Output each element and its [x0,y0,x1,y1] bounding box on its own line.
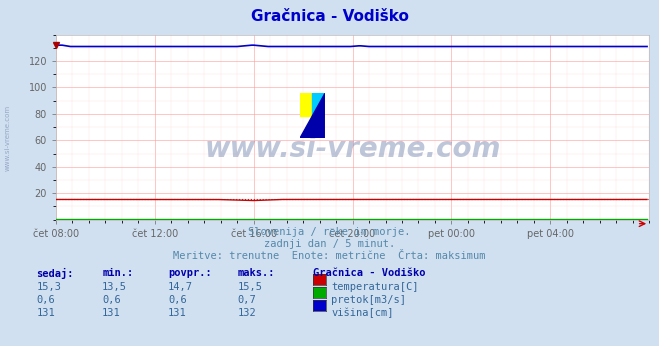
Text: temperatura[C]: temperatura[C] [331,282,419,292]
Text: Gračnica - Vodiško: Gračnica - Vodiško [250,9,409,24]
Text: zadnji dan / 5 minut.: zadnji dan / 5 minut. [264,239,395,249]
Text: višina[cm]: višina[cm] [331,308,394,318]
Text: Slovenija / reke in morje.: Slovenija / reke in morje. [248,227,411,237]
Text: www.si-vreme.com: www.si-vreme.com [204,135,501,163]
Text: min.:: min.: [102,268,133,278]
Text: pretok[m3/s]: pretok[m3/s] [331,295,407,305]
Polygon shape [300,93,325,138]
Text: 131: 131 [168,308,186,318]
Text: Meritve: trenutne  Enote: metrične  Črta: maksimum: Meritve: trenutne Enote: metrične Črta: … [173,251,486,261]
Text: 15,5: 15,5 [237,282,262,292]
Text: 132: 132 [237,308,256,318]
Text: 131: 131 [102,308,121,318]
Text: www.si-vreme.com: www.si-vreme.com [5,105,11,172]
Text: 0,6: 0,6 [36,295,55,305]
Text: Gračnica - Vodiško: Gračnica - Vodiško [313,268,426,278]
Text: 0,7: 0,7 [237,295,256,305]
Text: 13,5: 13,5 [102,282,127,292]
Text: sedaj:: sedaj: [36,268,74,279]
Text: maks.:: maks.: [237,268,275,278]
Text: 15,3: 15,3 [36,282,61,292]
Text: 14,7: 14,7 [168,282,193,292]
Text: 0,6: 0,6 [102,295,121,305]
Bar [312,93,325,116]
Bar [300,93,312,116]
Text: povpr.:: povpr.: [168,268,212,278]
Text: 131: 131 [36,308,55,318]
Text: 0,6: 0,6 [168,295,186,305]
